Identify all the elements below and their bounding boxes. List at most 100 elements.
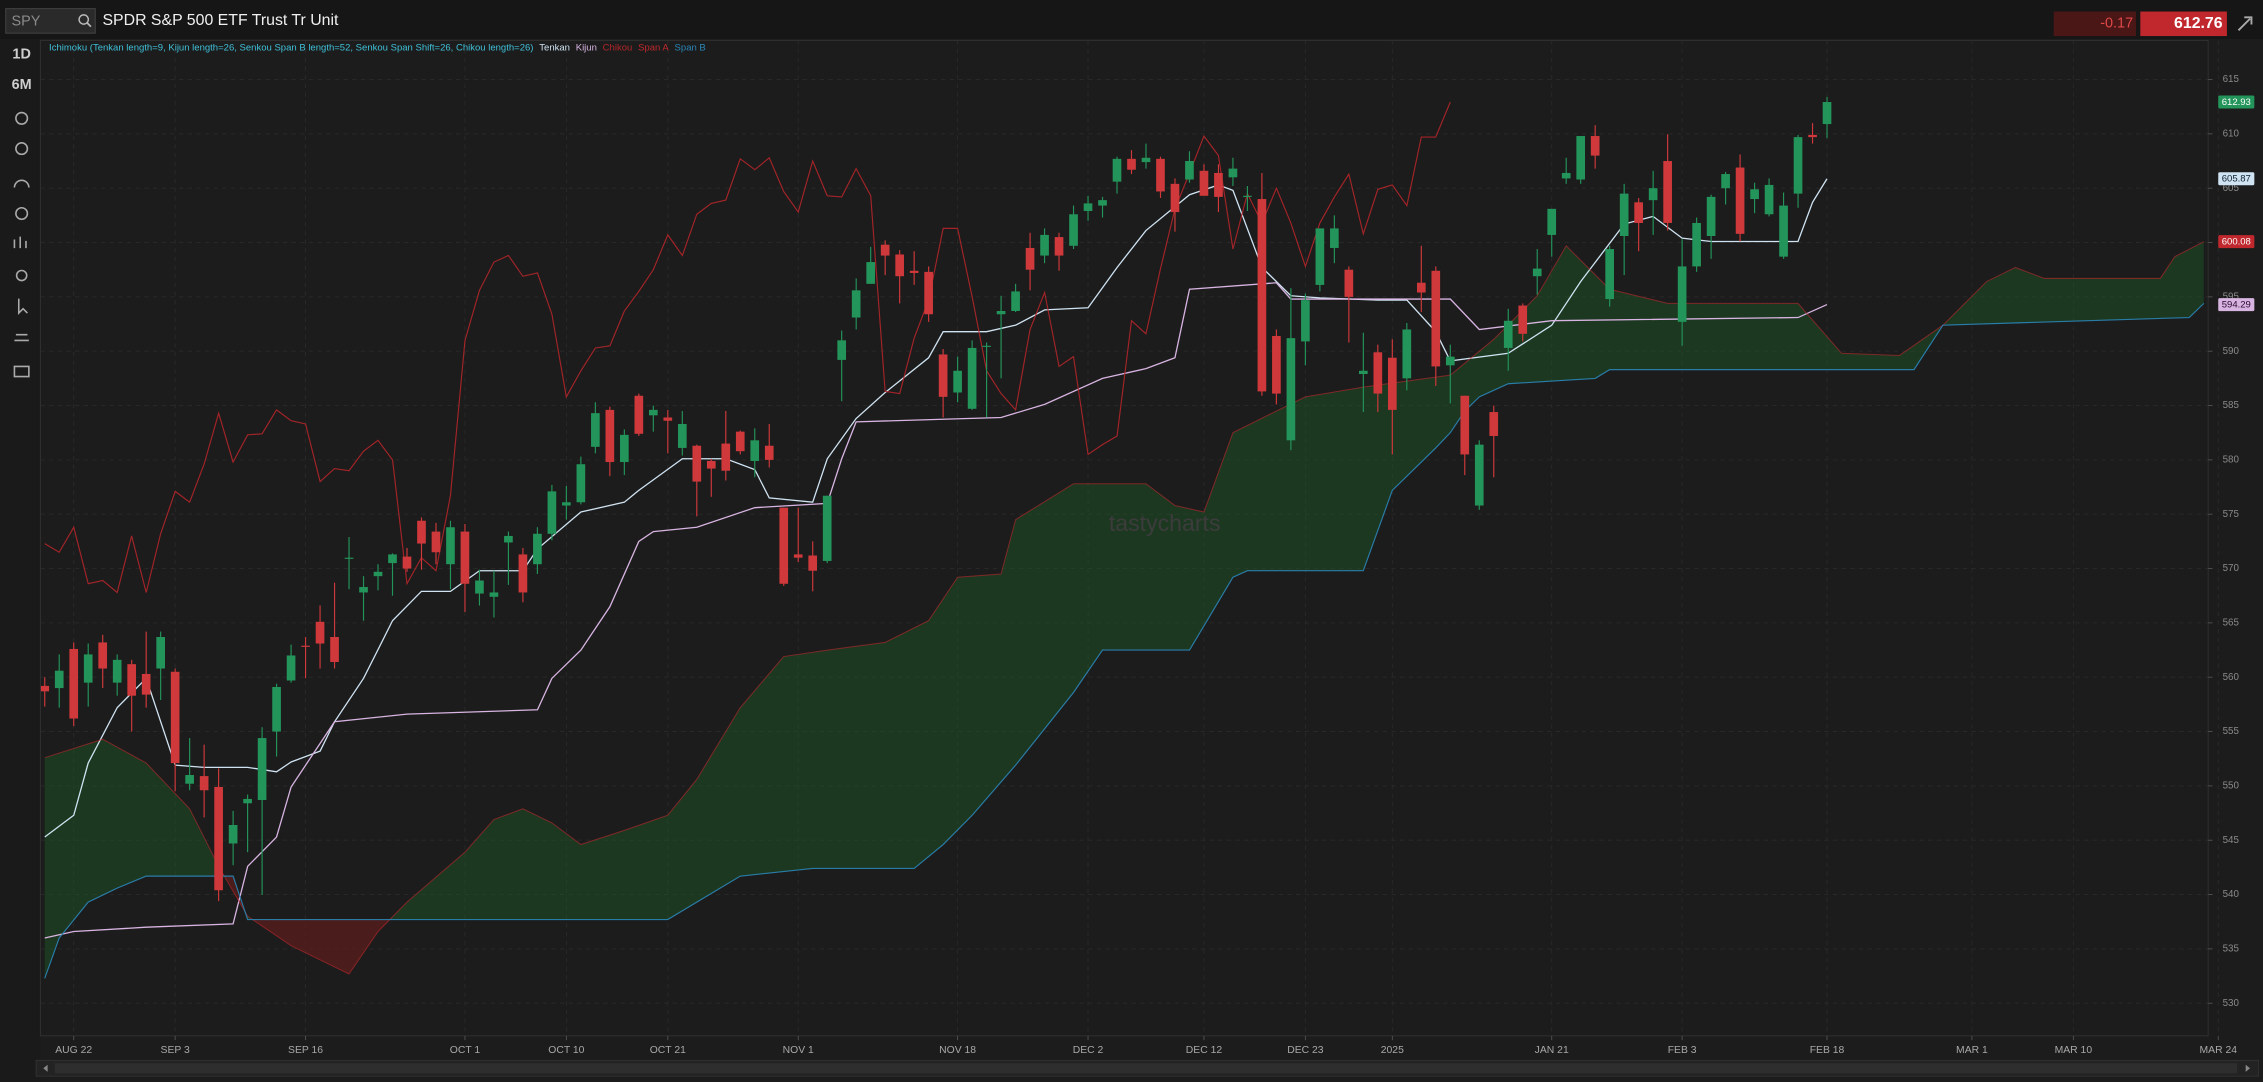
candle-body — [982, 345, 991, 347]
candle-body — [1706, 196, 1716, 237]
candle-body — [822, 495, 832, 561]
chart-type-icon[interactable] — [13, 236, 27, 249]
search-icon[interactable] — [78, 14, 90, 25]
folder-icon[interactable] — [13, 365, 30, 378]
candle-body — [156, 637, 165, 669]
candle-body — [373, 571, 383, 577]
drawing-icon[interactable] — [15, 206, 29, 221]
candle-body — [663, 417, 673, 421]
x-tick-label: OCT 10 — [548, 1045, 584, 1056]
candle-body — [1112, 158, 1122, 182]
candle-body — [1431, 270, 1441, 367]
candle-body — [1243, 195, 1252, 197]
y-tick-label: 575 — [2223, 509, 2240, 520]
candle-body — [1054, 237, 1064, 256]
y-tick-label: 580 — [2223, 454, 2240, 465]
x-tick-label: JAN 21 — [1535, 1045, 1569, 1056]
candle-body — [489, 592, 499, 597]
candle-body — [112, 659, 122, 683]
cloud-bullish — [44, 241, 2204, 979]
x-tick-label: MAR 10 — [2055, 1045, 2093, 1056]
y-tick-label: 590 — [2223, 346, 2240, 357]
zoom-out-icon[interactable] — [15, 142, 29, 156]
candle-body — [1040, 234, 1049, 256]
last-value-box — [2218, 298, 2255, 312]
candle-body — [1402, 329, 1412, 379]
x-tick-label: DEC 2 — [1073, 1045, 1104, 1056]
scrollbar-thumb[interactable] — [54, 1063, 2238, 1074]
timeframe-button[interactable]: 1D — [12, 47, 30, 63]
candle-body — [301, 645, 310, 647]
popout-icon[interactable] — [2237, 16, 2253, 31]
symbol-search[interactable]: SPY — [5, 8, 96, 34]
search-box[interactable] — [5, 8, 96, 34]
symbol-input[interactable]: SPY — [12, 13, 41, 29]
candle-body — [750, 440, 760, 461]
y-tick-label: 610 — [2223, 128, 2240, 139]
search-icon-handle — [86, 22, 92, 28]
indicator-icon[interactable] — [13, 179, 30, 188]
candle-body — [1214, 172, 1223, 197]
legend-entry: Kijun — [576, 42, 597, 53]
candle-body — [141, 673, 151, 695]
last-value-box — [2218, 235, 2255, 249]
layers-icon[interactable] — [14, 333, 29, 342]
top-bar — [0, 0, 2263, 39]
candle-body — [1576, 136, 1586, 180]
x-tick-label: MAR 1 — [1956, 1045, 1988, 1056]
x-tick-label: SEP 3 — [161, 1045, 190, 1056]
candle-body — [1677, 266, 1687, 322]
y-tick-label: 530 — [2223, 998, 2240, 1009]
candle-body — [808, 555, 818, 571]
candle-body — [272, 686, 281, 732]
indicator-name: Ichimoku (Tenkan length=9, Kijun length=… — [49, 42, 533, 53]
candle-body — [460, 531, 470, 584]
y-tick-label: 535 — [2223, 943, 2240, 954]
left-toolbar — [0, 38, 41, 1082]
indicator-line — [44, 101, 1451, 594]
y-tick-label: 615 — [2223, 74, 2240, 85]
settings-icon[interactable] — [15, 269, 28, 282]
x-tick-label: 2025 — [1381, 1045, 1404, 1056]
candle-body — [54, 670, 64, 689]
candle-layer — [40, 96, 1832, 902]
toolbar-icons — [13, 111, 30, 378]
legend-entry: Chikou — [603, 42, 633, 53]
range-button[interactable]: 6M — [12, 77, 32, 93]
candle-body — [1532, 268, 1542, 277]
candle-body — [576, 464, 586, 503]
candle-body — [1474, 444, 1484, 506]
cursor-icon[interactable] — [17, 298, 28, 315]
y-tick-label: 605 — [2223, 183, 2240, 194]
candle-body — [1083, 203, 1093, 212]
candle-body — [1228, 168, 1238, 178]
candle-body — [170, 671, 180, 764]
candle-body — [1503, 320, 1513, 348]
last-value-label: 605.87 — [2222, 174, 2251, 185]
x-tick-label: FEB 3 — [1668, 1045, 1697, 1056]
candle-body — [1721, 174, 1730, 189]
candle-body — [1272, 335, 1281, 394]
candle-body — [127, 664, 137, 696]
last-value-label: 612.93 — [2222, 97, 2251, 108]
candle-body — [779, 507, 789, 584]
x-tick-label: NOV 1 — [783, 1045, 814, 1056]
candle-body — [1735, 167, 1745, 234]
legend-entry: Span B — [675, 42, 706, 53]
candle-body — [764, 445, 774, 460]
y-tick-label: 545 — [2223, 835, 2240, 846]
last-value-label: 600.08 — [2222, 237, 2251, 248]
candle-body — [1793, 137, 1803, 194]
candle-body — [431, 531, 441, 553]
candle-body — [1561, 172, 1571, 179]
candle-body — [1489, 412, 1499, 436]
last-value-box — [2218, 95, 2255, 109]
candle-body — [1315, 228, 1325, 285]
candle-body — [1808, 134, 1817, 138]
candle-body — [1750, 189, 1759, 200]
candle-body — [315, 621, 325, 644]
candle-body — [40, 685, 50, 692]
zoom-in-icon[interactable] — [15, 111, 29, 125]
candle-body — [1344, 269, 1354, 297]
